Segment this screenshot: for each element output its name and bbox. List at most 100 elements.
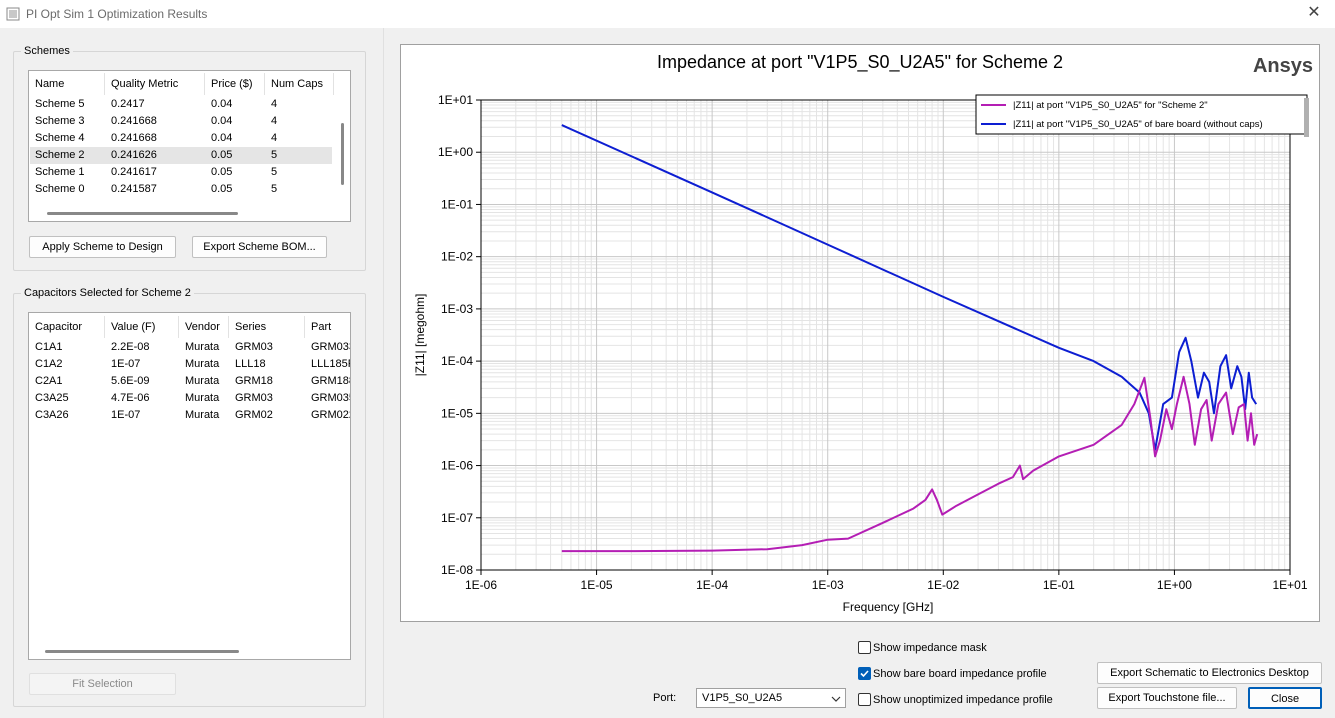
y-tick-label: 1E-01 — [441, 197, 473, 211]
schemes-column-header[interactable]: Price ($) — [205, 73, 265, 95]
y-tick-label: 1E-02 — [441, 250, 473, 264]
y-tick-label: 1E-06 — [441, 459, 473, 473]
y-tick-label: 1E+00 — [438, 145, 473, 159]
schemes-column-header[interactable]: Num Caps — [265, 73, 334, 95]
show-impedance-mask-label: Show impedance mask — [873, 642, 987, 654]
capacitors-column-header[interactable]: Capacitor — [29, 316, 105, 338]
capacitor-row[interactable]: C1A1 2.2E-08 Murata GRM03 GRM033 — [30, 339, 350, 356]
capacitor-cell: GRM188 — [311, 375, 351, 387]
capacitor-cell: GRM03 — [235, 392, 273, 404]
schemes-vertical-scrollbar[interactable] — [341, 123, 344, 185]
scheme-cell: 4 — [271, 132, 278, 144]
chart-plot-area — [480, 99, 1291, 571]
scheme-row[interactable]: Scheme 1 0.241617 0.05 5 — [30, 164, 332, 181]
chart-legend: |Z11| at port "V1P5_S0_U2A5" for "Scheme… — [975, 94, 1309, 137]
scheme-cell: Scheme 3 — [35, 115, 85, 127]
scheme-row[interactable]: Scheme 3 0.241668 0.04 4 — [30, 113, 332, 130]
title-bar: PI Opt Sim 1 Optimization Results ✕ — [0, 0, 1335, 28]
show-bare-board-checkbox[interactable] — [858, 667, 871, 680]
capacitor-cell: GRM03 — [235, 341, 273, 353]
scheme-cell: 4 — [271, 115, 278, 127]
capacitors-column-header[interactable]: Value (F) — [105, 316, 179, 338]
schemes-table[interactable]: Name Quality Metric Price ($) Num Caps Sche… — [28, 70, 351, 222]
app-icon — [6, 7, 20, 21]
capacitor-cell: 1E-07 — [111, 409, 141, 421]
capacitors-horizontal-scrollbar[interactable] — [45, 650, 239, 653]
capacitor-cell: 2.2E-08 — [111, 341, 150, 353]
capacitor-cell: GRM022 — [311, 409, 351, 421]
capacitor-cell: C3A25 — [35, 392, 69, 404]
capacitor-cell: 1E-07 — [111, 358, 141, 370]
capacitors-table[interactable]: Capacitor Value (F) Vendor Series Part C1A1 2… — [28, 312, 351, 660]
chart-y-axis-label: |Z11| [megohm] — [413, 294, 427, 377]
scheme-row[interactable]: Scheme 5 0.2417 0.04 4 — [30, 96, 332, 113]
capacitor-cell: Murata — [185, 392, 220, 404]
scheme-cell: 0.2417 — [111, 98, 145, 110]
pane-divider[interactable] — [383, 28, 384, 718]
capacitor-cell: C2A1 — [35, 375, 63, 387]
scheme-cell: 0.04 — [211, 98, 233, 110]
show-unoptimized-checkbox[interactable] — [858, 693, 871, 706]
capacitor-row[interactable]: C1A2 1E-07 Murata LLL18 LLL185R — [30, 356, 350, 373]
export-touchstone-button[interactable]: Export Touchstone file... — [1097, 687, 1237, 709]
chart-series — [561, 124, 1259, 553]
capacitor-cell: Murata — [185, 341, 220, 353]
series-line-scheme2 — [561, 375, 1259, 553]
schemes-horizontal-scrollbar[interactable] — [47, 212, 238, 215]
export-scheme-bom-button[interactable]: Export Scheme BOM... — [192, 236, 327, 258]
legend-label-bare-board: |Z11| at port "V1P5_S0_U2A5" of bare boa… — [1013, 119, 1263, 130]
capacitor-row[interactable]: C3A26 1E-07 Murata GRM02 GRM022 — [30, 407, 350, 424]
capacitor-cell: GRM035 — [311, 392, 351, 404]
y-tick-label: 1E-04 — [441, 354, 473, 368]
scheme-cell: Scheme 4 — [35, 132, 85, 144]
export-schematic-button[interactable]: Export Schematic to Electronics Desktop — [1097, 662, 1322, 684]
schemes-group — [13, 51, 366, 271]
capacitors-column-header[interactable]: Part — [305, 316, 350, 338]
scheme-row[interactable]: Scheme 2 0.241626 0.05 5 — [30, 147, 332, 164]
schemes-group-title: Schemes — [21, 45, 73, 57]
y-tick-label: 1E-03 — [441, 302, 473, 316]
scheme-cell: 0.241626 — [111, 149, 157, 161]
close-button[interactable]: Close — [1248, 687, 1322, 709]
capacitors-column-header[interactable]: Vendor — [179, 316, 229, 338]
capacitor-row[interactable]: C3A25 4.7E-06 Murata GRM03 GRM035 — [30, 390, 350, 407]
impedance-plot-frame: 1E-06 1E-05 1E-04 1E-03 1E-02 1E-01 1E+00 1E+01… — [400, 44, 1320, 622]
port-select[interactable]: V1P5_S0_U2A5 — [696, 688, 846, 708]
scheme-cell: Scheme 0 — [35, 183, 85, 195]
capacitor-cell: C1A1 — [35, 341, 63, 353]
scheme-row[interactable]: Scheme 4 0.241668 0.04 4 — [30, 130, 332, 147]
capacitor-cell: C3A26 — [35, 409, 69, 421]
show-impedance-mask-checkbox[interactable] — [858, 641, 871, 654]
capacitor-cell: GRM18 — [235, 375, 273, 387]
x-tick-label: 1E-01 — [1043, 578, 1075, 592]
scheme-cell: 0.241668 — [111, 132, 157, 144]
capacitors-table-header: Capacitor Value (F) Vendor Series Part — [29, 316, 350, 338]
capacitor-cell: 5.6E-09 — [111, 375, 150, 387]
x-tick-label: 1E-04 — [696, 578, 728, 592]
y-tick-label: 1E-08 — [441, 563, 473, 577]
capacitors-column-header[interactable]: Series — [229, 316, 305, 338]
chart-minor-grid — [481, 100, 1290, 570]
chart-x-ticks: 1E-06 1E-05 1E-04 1E-03 1E-02 1E-01 1E+00 1E+01 — [465, 570, 1308, 592]
capacitors-group-title: Capacitors Selected for Scheme 2 — [21, 287, 194, 299]
apply-scheme-button[interactable]: Apply Scheme to Design — [29, 236, 176, 258]
schemes-table-header: Name Quality Metric Price ($) Num Caps — [29, 73, 334, 95]
y-tick-label: 1E-05 — [441, 406, 473, 420]
show-unoptimized-label: Show unoptimized impedance profile — [873, 694, 1053, 706]
scheme-cell: 5 — [271, 166, 278, 178]
scheme-cell: 0.241587 — [111, 183, 157, 195]
close-window-icon[interactable]: ✕ — [1307, 4, 1321, 21]
scheme-row[interactable]: Scheme 0 0.241587 0.05 5 — [30, 181, 332, 198]
scheme-cell: 0.05 — [211, 183, 233, 195]
fit-selection-button[interactable]: Fit Selection — [29, 673, 176, 695]
x-tick-label: 1E-02 — [927, 578, 959, 592]
scheme-cell: 0.241668 — [111, 115, 157, 127]
scheme-cell: 5 — [271, 149, 278, 161]
capacitors-table-body: C1A1 2.2E-08 Murata GRM03 GRM033 C1A2 1E-07 Mur… — [29, 339, 350, 439]
capacitor-cell: LLL18 — [235, 358, 266, 370]
scheme-cell: 0.04 — [211, 115, 233, 127]
schemes-column-header[interactable]: Quality Metric — [105, 73, 205, 95]
capacitor-row[interactable]: C2A1 5.6E-09 Murata GRM18 GRM188 — [30, 373, 350, 390]
chart-x-axis-label: Frequency [GHz] — [843, 600, 934, 614]
schemes-column-header[interactable]: Name — [29, 73, 105, 95]
